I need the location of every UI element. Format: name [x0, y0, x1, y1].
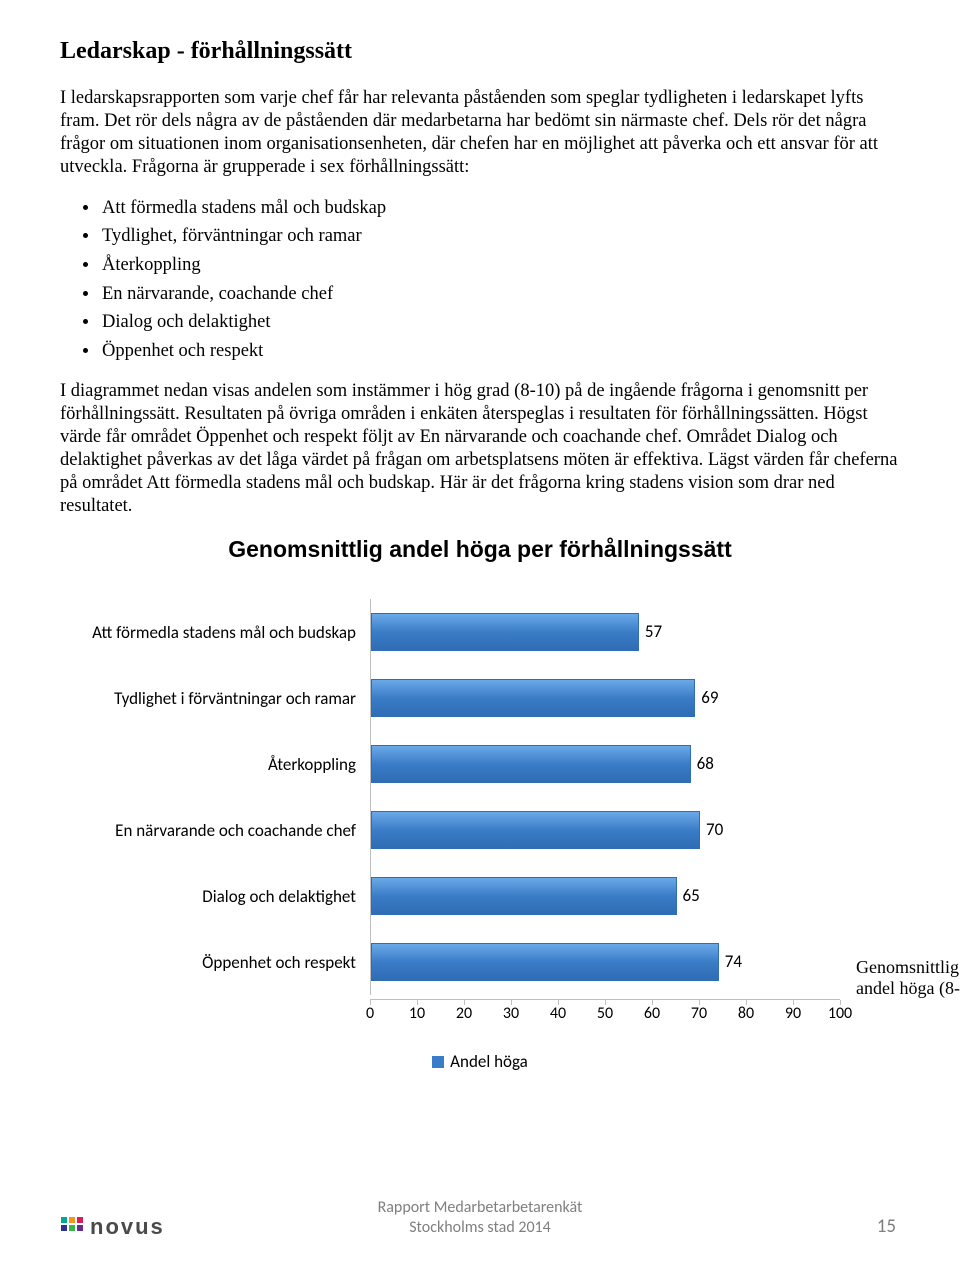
chart-category-label: Att förmedla stadens mål och budskap: [70, 622, 370, 643]
chart-legend: Andel höga: [70, 1051, 890, 1072]
axis-right-label-line1: Genomsnittlig: [856, 957, 959, 977]
chart-row: Tydlighet i förväntningar och ramar 69: [70, 665, 890, 731]
chart-value-label: 70: [706, 819, 723, 840]
chart-value-label: 65: [683, 885, 700, 906]
chart-bar: [371, 943, 719, 981]
chart-value-label: 74: [725, 951, 742, 972]
chart-bar: [371, 877, 677, 915]
axis-tick-label: 0: [366, 1004, 374, 1023]
chart-row: En närvarande och coachande chef 70: [70, 797, 890, 863]
axis-tick-label: 70: [691, 1004, 707, 1023]
intro-paragraph: I ledarskapsrapporten som varje chef får…: [60, 87, 900, 180]
logo-novus: novus: [60, 1214, 165, 1240]
axis-tick-label: 60: [644, 1004, 660, 1023]
axis-tick-label: 10: [409, 1004, 425, 1023]
chart-category-label: Återkoppling: [70, 754, 370, 775]
logo-text: novus: [90, 1214, 165, 1239]
bullet-list: Att förmedla stadens mål och budskap Tyd…: [60, 194, 900, 366]
axis-tick-label: 90: [785, 1004, 801, 1023]
page-title: Ledarskap - förhållningssätt: [60, 38, 900, 65]
chart-plot-area: 68: [370, 731, 840, 797]
list-item: Tydlighet, förväntningar och ramar: [100, 222, 900, 251]
chart-value-label: 68: [697, 753, 714, 774]
chart-row: Öppenhet och respekt 74: [70, 929, 890, 995]
axis-tick-label: 80: [738, 1004, 754, 1023]
chart-plot-area: 74: [370, 929, 840, 995]
chart-row: Att förmedla stadens mål och budskap 57: [70, 599, 890, 665]
list-item: Öppenhet och respekt: [100, 337, 900, 366]
list-item: En närvarande, coachande chef: [100, 280, 900, 309]
legend-label: Andel höga: [450, 1051, 528, 1072]
list-item: Dialog och delaktighet: [100, 308, 900, 337]
chart-value-label: 69: [701, 687, 718, 708]
chart-category-label: Tydlighet i förväntningar och ramar: [70, 688, 370, 709]
chart-bar: [371, 679, 695, 717]
list-item: Återkoppling: [100, 251, 900, 280]
chart-bar: [371, 613, 639, 651]
chart-plot-area: 70: [370, 797, 840, 863]
legend-swatch-icon: [432, 1056, 444, 1068]
axis-tick-label: 100: [828, 1004, 852, 1023]
chart-bar: [371, 811, 700, 849]
axis-right-label: Genomsnittlig andel höga (8-10): [856, 957, 960, 998]
chart-category-label: Dialog och delaktighet: [70, 886, 370, 907]
chart-title: Genomsnittlig andel höga per förhållning…: [60, 536, 900, 563]
chart-row: Dialog och delaktighet 65: [70, 863, 890, 929]
axis-tick-label: 20: [456, 1004, 472, 1023]
chart-container: Att förmedla stadens mål och budskap 57 Ty…: [70, 599, 890, 1072]
chart-category-label: En närvarande och coachande chef: [70, 820, 370, 841]
chart-plot-area: 57: [370, 599, 840, 665]
chart-value-label: 57: [645, 621, 662, 642]
axis-tick-label: 40: [550, 1004, 566, 1023]
page-footer: novus Rapport Medarbetarbetarenkät Stock…: [0, 1198, 960, 1238]
chart-category-label: Öppenhet och respekt: [70, 952, 370, 973]
page-number: 15: [877, 1215, 896, 1238]
chart-bar: [371, 745, 691, 783]
logo-dots-icon: [60, 1216, 84, 1232]
list-item: Att förmedla stadens mål och budskap: [100, 194, 900, 223]
chart-row: Återkoppling 68: [70, 731, 890, 797]
axis-tick-label: 50: [597, 1004, 613, 1023]
analysis-paragraph: I diagrammet nedan visas andelen som ins…: [60, 380, 900, 519]
axis-right-label-line2: andel höga (8-10): [856, 978, 960, 998]
chart-plot-area: 65: [370, 863, 840, 929]
axis-tick-label: 30: [503, 1004, 519, 1023]
chart-plot-area: 69: [370, 665, 840, 731]
